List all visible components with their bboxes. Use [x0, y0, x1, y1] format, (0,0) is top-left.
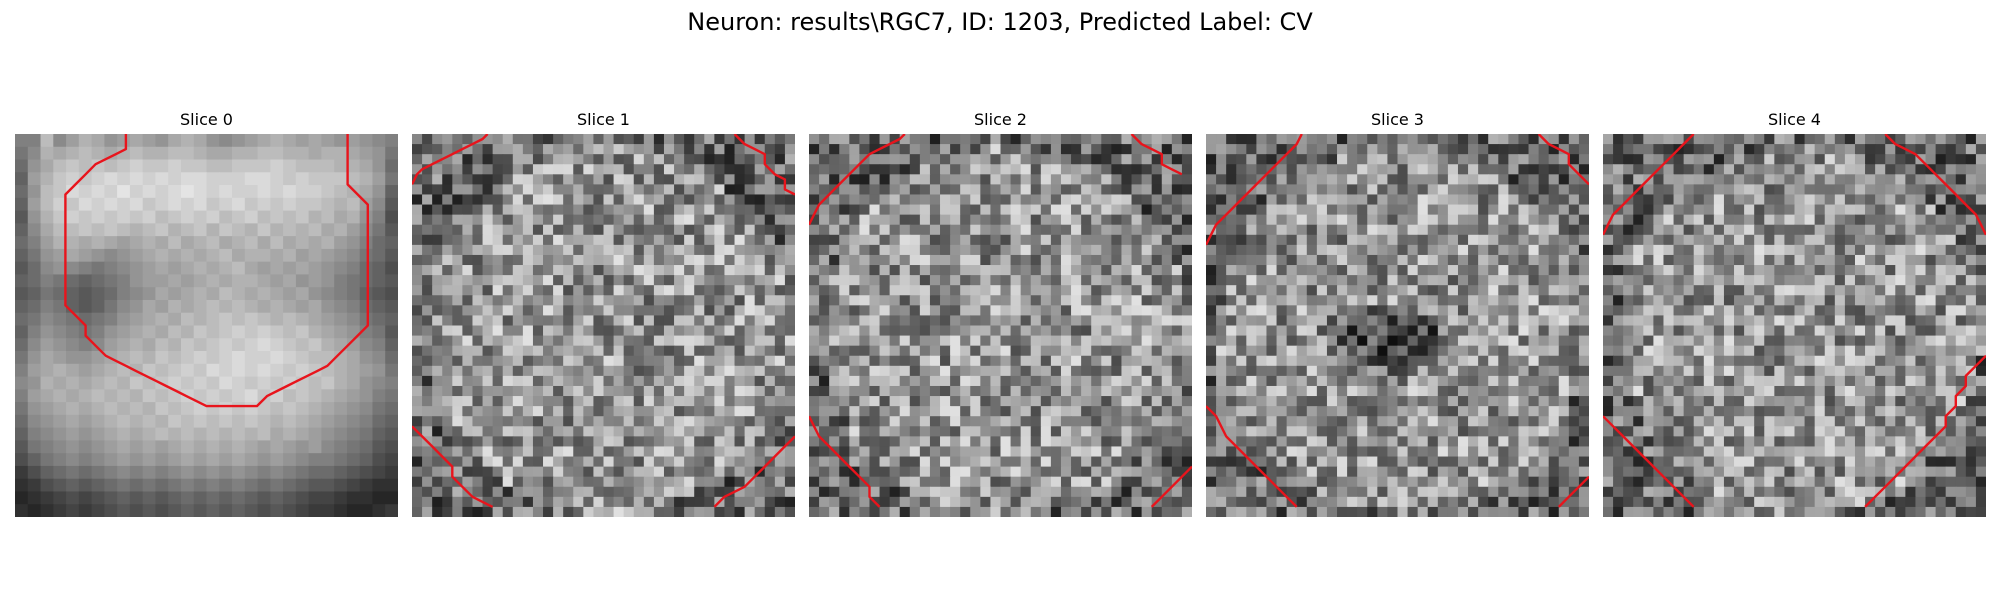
pixel-grid [15, 134, 398, 517]
contour-line [1537, 134, 1589, 186]
pixel-grid [412, 134, 795, 517]
contour-line [733, 134, 795, 196]
panel-title: Slice 3 [1371, 110, 1424, 129]
slice-image-0 [15, 134, 398, 517]
contour-line [1864, 354, 1986, 508]
contour-line [809, 134, 906, 226]
slice-image-2 [809, 134, 1192, 517]
contour-line [412, 134, 489, 185]
contour-line [1557, 475, 1589, 508]
panel-slice-0: Slice 0 [15, 110, 398, 517]
figure-title: Neuron: results\RGC7, ID: 1203, Predicte… [687, 8, 1313, 36]
contour-line [1206, 405, 1298, 508]
panel-title: Slice 0 [180, 110, 233, 129]
slice-image-4 [1603, 134, 1986, 517]
contour-line [713, 435, 795, 508]
pixel-grid [1603, 134, 1986, 517]
panel-slice-2: Slice 2 [809, 110, 1192, 517]
contour-line [412, 425, 494, 508]
pixel-grid [1206, 134, 1589, 517]
slice-image-3 [1206, 134, 1589, 517]
contour-line [1130, 134, 1183, 176]
contour-line [1603, 134, 1695, 236]
contour-line [1603, 415, 1695, 508]
panel-slice-1: Slice 1 [412, 110, 795, 517]
panel-slice-3: Slice 3 [1206, 110, 1589, 517]
contour-line [1884, 134, 1986, 236]
contour-line [1150, 465, 1192, 508]
panel-title: Slice 2 [974, 110, 1027, 129]
pixel-grid [809, 134, 1192, 517]
contour-line [1206, 134, 1303, 246]
panel-title: Slice 1 [577, 110, 630, 129]
slice-image-1 [412, 134, 795, 517]
panel-slice-4: Slice 4 [1603, 110, 1986, 517]
contour-line [64, 134, 369, 408]
panel-title: Slice 4 [1768, 110, 1821, 129]
contour-line [809, 415, 881, 508]
